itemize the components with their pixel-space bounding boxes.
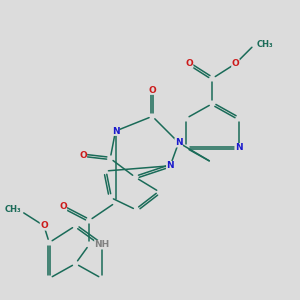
Text: CH₃: CH₃: [256, 40, 273, 49]
Text: O: O: [79, 151, 87, 160]
Text: CH₃: CH₃: [4, 205, 21, 214]
Text: O: O: [232, 59, 239, 68]
Text: N: N: [175, 138, 182, 147]
Text: N: N: [112, 127, 119, 136]
Text: O: O: [185, 59, 193, 68]
Text: NH: NH: [94, 240, 110, 249]
Text: O: O: [40, 221, 48, 230]
Text: O: O: [59, 202, 67, 211]
Text: N: N: [167, 161, 174, 170]
Text: O: O: [148, 85, 156, 94]
Text: N: N: [235, 143, 242, 152]
